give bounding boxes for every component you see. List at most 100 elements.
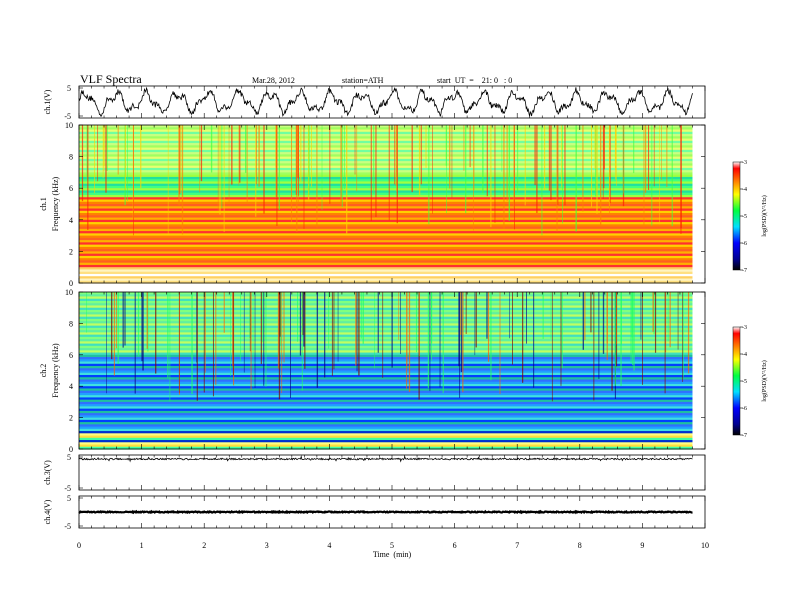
ch2-spectrum-band	[79, 323, 693, 327]
ch2-spectrum-band	[79, 316, 693, 320]
ch2-spectrum-band	[79, 370, 693, 374]
ch1-spectrum-band	[79, 188, 693, 192]
ch1-spectrum-band	[79, 226, 693, 230]
ch1-spectrum-band	[79, 276, 693, 280]
ch1-spectrum-band	[79, 143, 693, 146]
ch2-spectrum-band	[79, 383, 693, 387]
ch2-colorbar-gradient	[732, 326, 741, 436]
ch1-spectrum-band	[79, 176, 693, 180]
ch2-ytick-label: 4	[69, 382, 73, 391]
ch2-spectrum-band	[79, 345, 693, 349]
x-tick-label: 6	[453, 541, 457, 550]
ch2-spectrum-band	[79, 303, 693, 307]
ch1-spectrum-band	[79, 165, 693, 169]
x-axis-label: Time (min)	[373, 550, 412, 559]
ch1-spectrum-band	[79, 251, 693, 255]
ch1-spectrum-band	[79, 167, 693, 171]
ch2-spectrum-band	[79, 388, 693, 392]
ch1-spectrum-band	[79, 213, 693, 216]
ch1-spectrum-band	[79, 208, 693, 212]
ch2-spectrum-band	[79, 406, 693, 410]
ch1-spectrum-band	[79, 149, 693, 153]
ch2-spectrum-band	[79, 296, 693, 300]
x-tick-label: 5	[390, 541, 394, 550]
ch2-spectrum-band	[79, 339, 693, 342]
ch1-spectrum-band	[79, 147, 693, 151]
ch2-spectrum-band	[79, 309, 693, 313]
ch4v-ytick-label: 5	[67, 494, 71, 503]
x-tick-label: 10	[701, 541, 709, 550]
ch1-spectrum-band	[79, 136, 693, 140]
ch1-spectrum-band	[79, 125, 693, 128]
x-tick-label: 8	[578, 541, 582, 550]
ch1-spectrum-band	[79, 192, 693, 196]
ch2-spectrum-band	[79, 390, 693, 394]
ch1-spectrum-band	[79, 235, 693, 239]
ch1-colorbar-label: log(PSD)(V²/Hz)	[761, 195, 768, 236]
ch1-ytick-label: 10	[65, 121, 73, 130]
time-axis: 0 1 2 3 4 5 6 7 8 9 10	[77, 541, 709, 550]
ch3v-ytick-label: 5	[67, 453, 71, 462]
ch1-spectrum-band	[79, 271, 693, 275]
ch1-spectrum-band	[79, 174, 693, 178]
ch1-spectrum-band	[79, 158, 693, 162]
date-label: Mar.28, 2012	[252, 76, 295, 85]
ch2-colorbar-label: log(PSD)(V²/Hz)	[761, 360, 768, 401]
ch1-spectrum-band	[79, 194, 693, 198]
ch1-waveform-panel: 5 -5 ch.1(V)	[43, 84, 706, 121]
ch2-colorbar-tick-label: -5	[742, 379, 747, 385]
ch2-spectrum-band	[79, 318, 693, 322]
ch1-spectrum-band	[79, 260, 693, 264]
ch1-spectrum-band	[79, 280, 693, 284]
station-label: station=ATH	[342, 76, 384, 85]
ch2-spectrum-band	[79, 325, 693, 329]
ch2-spectrum-band	[79, 374, 693, 378]
ch1-spectrum-band	[79, 233, 693, 237]
ch1v-trace	[78, 86, 693, 117]
ch1-spectrum-band	[79, 219, 693, 223]
ch2-spectrum-band	[79, 368, 693, 372]
ch1-spectrum-band	[79, 244, 693, 248]
ch2-ytick-label: 6	[69, 351, 73, 360]
ch2-spectrum-band	[79, 395, 693, 399]
ch1-spectrum-band	[79, 273, 693, 277]
x-tick-label: 7	[515, 541, 519, 550]
ch2-spectrum-band	[79, 363, 693, 367]
ch2-colorbar-tick-label: -6	[742, 406, 747, 412]
ch2-spectrum-band	[79, 419, 693, 423]
ch2-spectrum-band	[79, 343, 693, 347]
ch2-spectrum-band	[79, 446, 693, 450]
ch3v-frame	[78, 454, 706, 491]
ch1-spectrum-band	[79, 255, 693, 259]
x-tick-label: 2	[202, 541, 206, 550]
ch1-ytick-label: 2	[69, 247, 73, 256]
ch2-ytick-label: 2	[69, 414, 73, 423]
ch2-spectrum-band	[79, 444, 693, 448]
ch2-spectrum-band	[79, 330, 693, 333]
ch2-spectrum-band	[79, 300, 693, 304]
ch2-spectrum-band	[79, 428, 693, 432]
ch2-colorbar-tick-label: -7	[742, 433, 747, 439]
ch1-ytick-label: 4	[69, 216, 73, 225]
ch1-spectrum-band	[79, 156, 693, 160]
ch1-name: ch.1	[39, 197, 48, 211]
x-tick-label: 3	[265, 541, 269, 550]
ch1-colorbar: -3 -4 -5 -6 -7 log(PSD)(V²/Hz)	[732, 160, 768, 274]
ch1v-name: ch.1(V)	[43, 89, 52, 114]
ch1-spectrum-band	[79, 231, 693, 234]
ch2-spectrum-band	[79, 352, 693, 356]
ch2-spectrogram-panel: 10 8 6 4 2 0 ch.2 Frequency (kHz)	[39, 288, 706, 454]
ch2-spectrum-band	[79, 404, 693, 407]
start-time-label: start UT = 21: 0 : 0	[437, 76, 512, 85]
ch1-spectrum-band	[79, 249, 693, 252]
ch2-spectrum-band	[79, 312, 693, 316]
ch2-spectrum-band	[79, 415, 693, 419]
ch2-spectrum-band	[79, 321, 693, 324]
ch1-spectrum-band	[79, 190, 693, 194]
ch2-spectrum-band	[79, 348, 693, 351]
ch2-spectrum-band	[79, 305, 693, 309]
ch2-ytick-label: 10	[65, 288, 73, 297]
ch2-spectrum-band	[79, 292, 693, 295]
ch2-spectrum-band	[79, 307, 693, 311]
ch1-spectrum-band	[79, 269, 693, 273]
